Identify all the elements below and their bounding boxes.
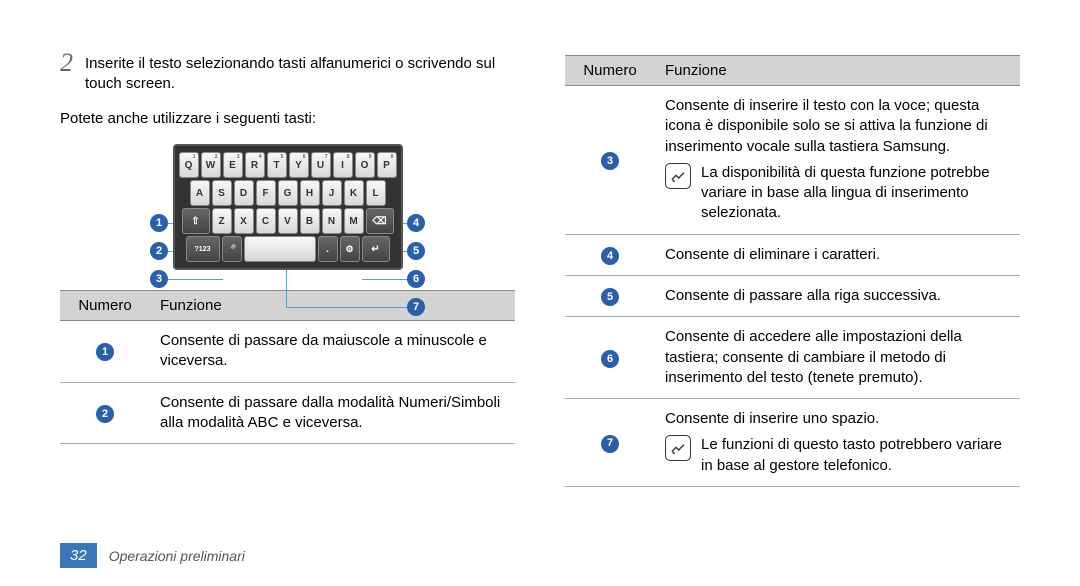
keyboard-key: K bbox=[344, 180, 364, 206]
keyboard-diagram: 1 2 3 4 5 6 7 QWERTYUIOP ASDFGHJKL ⇧ZXCV… bbox=[60, 144, 515, 270]
page-number: 32 bbox=[60, 543, 97, 568]
dot-key: . bbox=[318, 236, 338, 262]
callout-1: 1 bbox=[150, 214, 168, 232]
function-cell: Consente di inserire il testo con la voc… bbox=[655, 86, 1020, 235]
table-row: 7 Consente di inserire uno spazio.Le funz… bbox=[565, 399, 1020, 487]
table-row: 5 Consente di passare alla riga successiv… bbox=[565, 275, 1020, 316]
keyboard-key: T bbox=[267, 152, 287, 178]
keyboard-key: Y bbox=[289, 152, 309, 178]
mic-key: 🎤 bbox=[222, 236, 242, 262]
note-text: La disponibilità di questa funzione potr… bbox=[701, 163, 1010, 224]
right-table: Numero Funzione 3 Consente di inserire il… bbox=[565, 55, 1020, 487]
function-cell: Consente di passare alla riga successiva… bbox=[655, 275, 1020, 316]
keyboard-key: L bbox=[366, 180, 386, 206]
keyboard-key: E bbox=[223, 152, 243, 178]
section-label: Operazioni preliminari bbox=[109, 548, 245, 564]
number-badge: 5 bbox=[601, 288, 619, 306]
keyboard-key: H bbox=[300, 180, 320, 206]
right-column: Numero Funzione 3 Consente di inserire il… bbox=[565, 50, 1020, 487]
step-number: 2 bbox=[60, 50, 73, 76]
left-table: Numero Funzione 1 Consente di passare da … bbox=[60, 290, 515, 444]
step-2: 2 Inserite il testo selezionando tasti a… bbox=[60, 50, 515, 93]
step-text: Inserite il testo selezionando tasti alf… bbox=[85, 50, 515, 93]
keyboard-key: C bbox=[256, 208, 276, 234]
callout-7: 7 bbox=[407, 298, 425, 316]
table-row: 6 Consente di accedere alle impostazioni … bbox=[565, 317, 1020, 399]
keyboard-key: Z bbox=[212, 208, 232, 234]
keyboard-key: F bbox=[256, 180, 276, 206]
gear-key: ⚙ bbox=[340, 236, 360, 262]
keyboard-key: J bbox=[322, 180, 342, 206]
number-badge: 4 bbox=[601, 247, 619, 265]
page-footer: 32 Operazioni preliminari bbox=[60, 543, 245, 568]
number-badge: 7 bbox=[601, 435, 619, 453]
function-cell: Consente di passare da maiuscole a minus… bbox=[150, 321, 515, 383]
number-badge: 3 bbox=[601, 152, 619, 170]
table-header-numero: Numero bbox=[565, 56, 655, 86]
callout-5: 5 bbox=[407, 242, 425, 260]
keyboard-key: U bbox=[311, 152, 331, 178]
symbol-key: ?123 bbox=[186, 236, 220, 262]
keyboard-image: QWERTYUIOP ASDFGHJKL ⇧ZXCVBNM⌫ ?123🎤.⚙↵ bbox=[173, 144, 403, 270]
table-row: 1 Consente di passare da maiuscole a minu… bbox=[60, 321, 515, 383]
table-row: 4 Consente di eliminare i caratteri. bbox=[565, 234, 1020, 275]
number-badge: 2 bbox=[96, 405, 114, 423]
keyboard-key: R bbox=[245, 152, 265, 178]
function-cell: Consente di eliminare i caratteri. bbox=[655, 234, 1020, 275]
step-subtext: Potete anche utilizzare i seguenti tasti… bbox=[60, 108, 515, 129]
callout-3: 3 bbox=[150, 270, 168, 288]
callout-2: 2 bbox=[150, 242, 168, 260]
left-column: 2 Inserite il testo selezionando tasti a… bbox=[60, 50, 515, 487]
keyboard-key: M bbox=[344, 208, 364, 234]
enter-key: ↵ bbox=[362, 236, 390, 262]
note-text: Le funzioni di questo tasto potrebbero v… bbox=[701, 435, 1010, 476]
function-cell: Consente di passare dalla modalità Numer… bbox=[150, 382, 515, 444]
keyboard-key: O bbox=[355, 152, 375, 178]
note-icon bbox=[665, 163, 691, 189]
table-header-numero: Numero bbox=[60, 291, 150, 321]
keyboard-key: P bbox=[377, 152, 397, 178]
table-row: 2 Consente di passare dalla modalità Nume… bbox=[60, 382, 515, 444]
space-key bbox=[244, 236, 316, 262]
function-cell: Consente di inserire uno spazio.Le funzi… bbox=[655, 399, 1020, 487]
note-icon bbox=[665, 435, 691, 461]
keyboard-key: G bbox=[278, 180, 298, 206]
callout-4: 4 bbox=[407, 214, 425, 232]
table-header-funzione: Funzione bbox=[655, 56, 1020, 86]
keyboard-key: X bbox=[234, 208, 254, 234]
keyboard-key: Q bbox=[179, 152, 199, 178]
delete-key: ⌫ bbox=[366, 208, 394, 234]
keyboard-key: W bbox=[201, 152, 221, 178]
keyboard-key: B bbox=[300, 208, 320, 234]
keyboard-key: S bbox=[212, 180, 232, 206]
keyboard-key: N bbox=[322, 208, 342, 234]
table-row: 3 Consente di inserire il testo con la vo… bbox=[565, 86, 1020, 235]
number-badge: 1 bbox=[96, 343, 114, 361]
keyboard-key: I bbox=[333, 152, 353, 178]
function-cell: Consente di accedere alle impostazioni d… bbox=[655, 317, 1020, 399]
shift-key: ⇧ bbox=[182, 208, 210, 234]
keyboard-key: D bbox=[234, 180, 254, 206]
number-badge: 6 bbox=[601, 350, 619, 368]
table-header-funzione: Funzione bbox=[150, 291, 515, 321]
callout-6: 6 bbox=[407, 270, 425, 288]
keyboard-key: V bbox=[278, 208, 298, 234]
keyboard-key: A bbox=[190, 180, 210, 206]
